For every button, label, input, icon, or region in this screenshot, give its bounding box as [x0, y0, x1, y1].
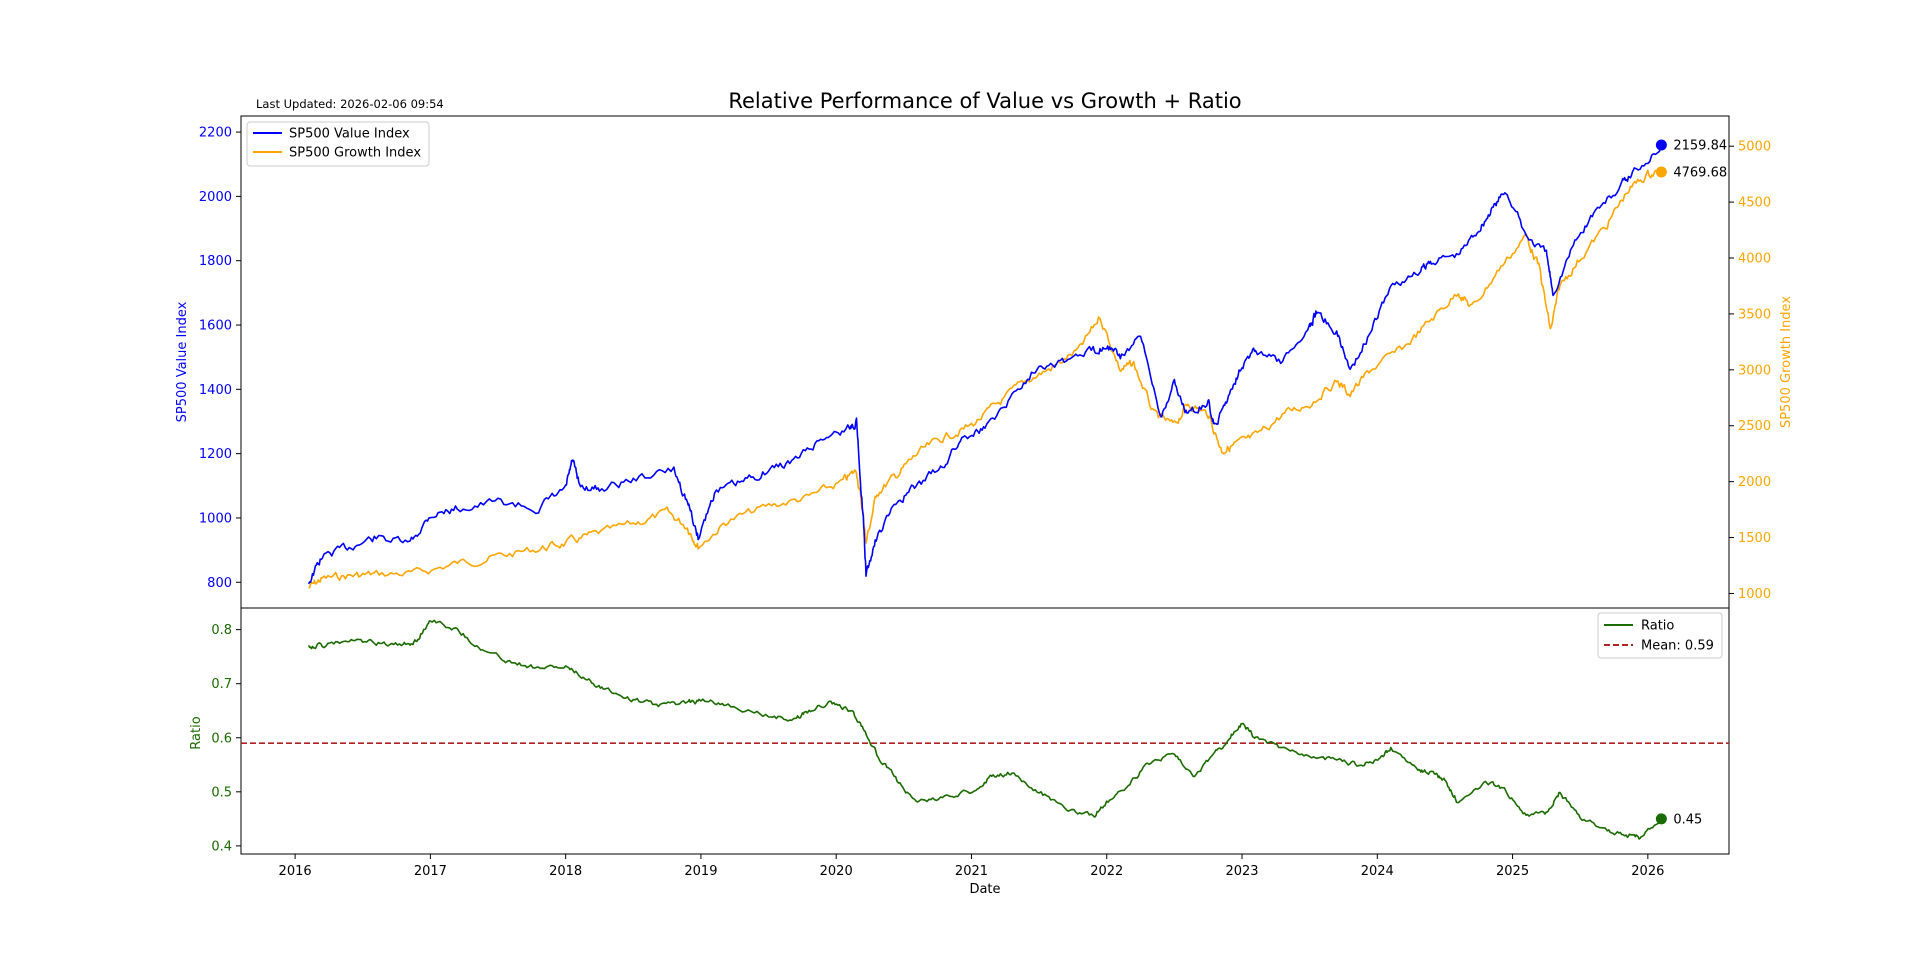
date-tick-label: 2016 [279, 864, 312, 879]
growth-axis-label: SP500 Growth Index [1779, 296, 1794, 428]
value-tick-label: 1000 [199, 511, 232, 526]
growth-last-point [1655, 166, 1667, 178]
date-tick-label: 2019 [684, 864, 717, 879]
value-tick-label: 1400 [199, 383, 232, 398]
legend-mean-label: Mean: 0.59 [1641, 639, 1714, 654]
growth-tick-label: 3000 [1738, 363, 1771, 378]
bottom-panel: 0.4 0.5 0.6 0.7 0.8 2016 2017 2018 2019 2020 2021… [189, 607, 1730, 897]
bottom-panel-frame [240, 607, 1730, 855]
growth-tick-label: 5000 [1738, 140, 1771, 155]
value-tick-label: 800 [207, 576, 232, 591]
growth-tick-label: 1500 [1738, 531, 1771, 546]
date-tick-label: 2022 [1090, 864, 1123, 879]
top-legend: SP500 Value Index SP500 Growth Index [246, 121, 430, 167]
legend-value-label: SP500 Value Index [289, 127, 410, 142]
top-series-group [307, 144, 1663, 589]
date-tick-label: 2018 [549, 864, 582, 879]
value-axis-ticks: 800 1000 1200 1400 1600 1800 2000 2200 [199, 126, 241, 591]
top-panel: 800 1000 1200 1400 1600 1800 2000 2200 1000 1500… [175, 115, 1794, 609]
legend-growth-label: SP500 Growth Index [289, 146, 421, 161]
date-axis-ticks: 2016 2017 2018 2019 2020 2021 2022 2023 2024 2025… [279, 854, 1664, 879]
top-annotations: 2159.84 4769.68 [1655, 138, 1727, 180]
date-tick-label: 2017 [414, 864, 447, 879]
chart-title: Relative Performance of Value vs Growth … [728, 89, 1241, 113]
legend-ratio-label: Ratio [1641, 619, 1674, 634]
growth-tick-label: 4500 [1738, 196, 1771, 211]
date-tick-label: 2020 [820, 864, 853, 879]
value-last-point [1655, 139, 1667, 151]
bottom-annotations: 0.45 [1655, 812, 1702, 827]
ratio-axis-ticks: 0.4 0.5 0.6 0.7 0.8 [211, 623, 241, 854]
ratio-tick-label: 0.6 [211, 731, 232, 746]
value-index-line [307, 144, 1663, 585]
date-tick-label: 2021 [955, 864, 988, 879]
growth-tick-label: 4000 [1738, 252, 1771, 267]
value-tick-label: 1800 [199, 254, 232, 269]
growth-last-label: 4769.68 [1673, 165, 1727, 180]
growth-index-line [308, 169, 1662, 589]
bottom-legend: Ratio Mean: 0.59 [1597, 612, 1723, 659]
growth-tick-label: 2000 [1738, 475, 1771, 490]
ratio-axis-label: Ratio [189, 716, 204, 749]
ratio-tick-label: 0.4 [211, 839, 232, 854]
last-updated-label: Last Updated: 2026-02-06 09:54 [256, 97, 444, 111]
growth-axis-ticks: 1000 1500 2000 2500 3000 3500 4000 4500 5000 [1729, 140, 1771, 602]
value-last-label: 2159.84 [1673, 138, 1727, 153]
value-tick-label: 1200 [199, 447, 232, 462]
date-tick-label: 2025 [1496, 864, 1529, 879]
value-tick-label: 2000 [199, 190, 232, 205]
bottom-series-group [307, 619, 1662, 840]
ratio-tick-label: 0.8 [211, 623, 232, 638]
growth-tick-label: 1000 [1738, 587, 1771, 602]
value-tick-label: 2200 [199, 126, 232, 141]
date-tick-label: 2026 [1631, 864, 1664, 879]
ratio-tick-label: 0.7 [211, 677, 232, 692]
date-tick-label: 2024 [1361, 864, 1394, 879]
value-tick-label: 1600 [199, 319, 232, 334]
ratio-last-label: 0.45 [1673, 812, 1702, 827]
growth-tick-label: 3500 [1738, 307, 1771, 322]
growth-tick-label: 2500 [1738, 419, 1771, 434]
top-legend-box [246, 121, 430, 167]
ratio-line [307, 619, 1662, 840]
value-axis-label: SP500 Value Index [175, 301, 190, 422]
date-axis-label: Date [969, 882, 1000, 897]
date-tick-label: 2023 [1225, 864, 1258, 879]
ratio-last-point [1655, 813, 1667, 825]
ratio-tick-label: 0.5 [211, 785, 232, 800]
